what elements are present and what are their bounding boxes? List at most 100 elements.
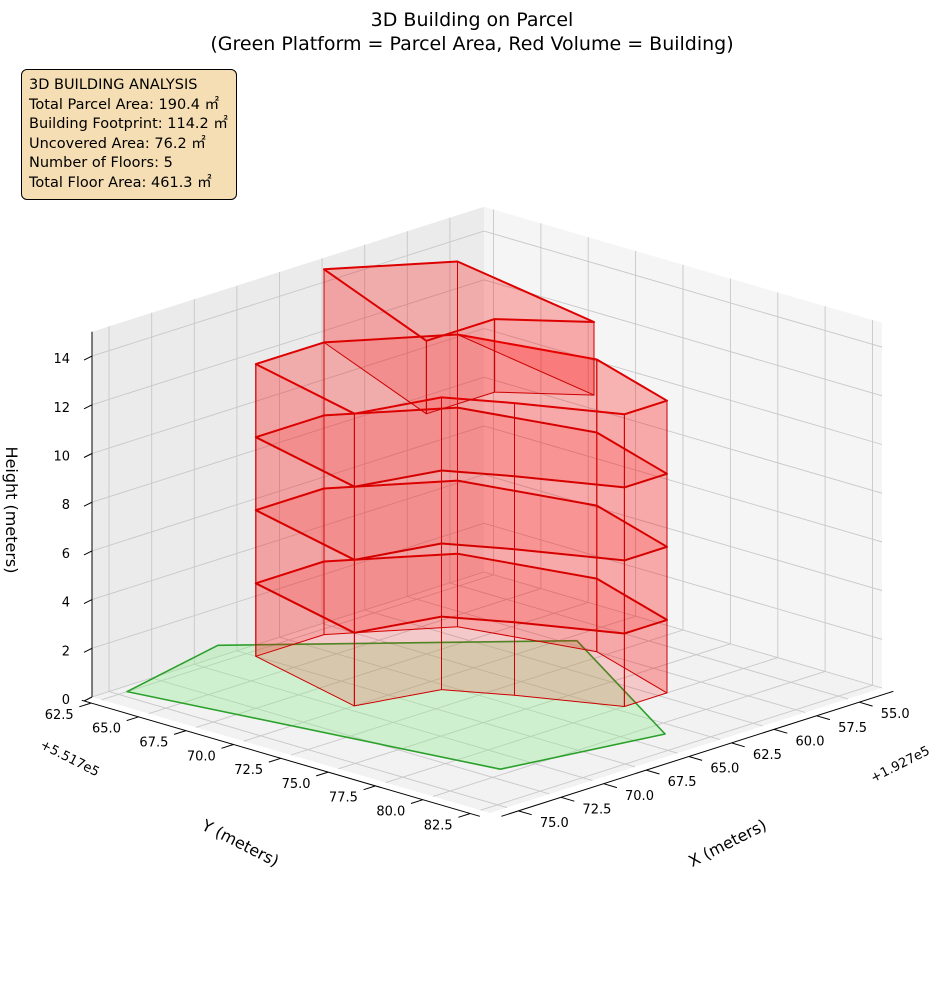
grid-line-y <box>108 691 508 809</box>
axis-lines <box>79 331 894 818</box>
y-tick-label: 70.0 <box>625 789 654 804</box>
y-tick-mark <box>773 728 788 734</box>
x-axis-label: X (meters) <box>685 815 769 871</box>
grid-line-z <box>91 279 485 406</box>
y-tick-mark <box>603 783 618 789</box>
y-tick-label: 62.5 <box>753 748 782 763</box>
z-tick-mark <box>83 647 93 653</box>
grid-line-x <box>432 670 826 797</box>
z-tick-mark <box>83 599 93 605</box>
grid-line-x <box>385 657 778 784</box>
x-tick-mark <box>316 771 329 777</box>
y-tick-mark <box>518 810 532 816</box>
grid-line-x <box>243 615 636 742</box>
x-tick-label: 67.5 <box>139 736 168 751</box>
grid-line-z <box>91 425 485 552</box>
y-tick-mark <box>560 796 575 802</box>
annotation-line-floors: Number of Floors: 5 <box>29 155 173 172</box>
x-tick-label: 75.0 <box>282 777 311 792</box>
z-tick-label: 12 <box>53 401 70 416</box>
z-tick-mark <box>83 355 93 361</box>
z-tick-label: 6 <box>62 547 70 562</box>
z-tick-mark <box>83 696 93 702</box>
grid-line-z <box>483 279 883 397</box>
z-axis-label: Height (meters) <box>2 447 21 574</box>
x-tick-label: 82.5 <box>424 818 453 833</box>
x-tick-label: 70.0 <box>187 749 216 764</box>
grid-line-y <box>449 582 849 700</box>
grid-line-y <box>364 609 763 727</box>
grid-line-x <box>480 684 873 811</box>
grid-line-z <box>483 328 883 445</box>
z-tick-label: 4 <box>62 596 70 611</box>
y-tick-label: 67.5 <box>668 775 697 790</box>
grid-line-y <box>236 650 636 768</box>
grid-line-x <box>101 574 494 701</box>
parcel-platform <box>126 639 666 771</box>
y-tick-mark <box>646 769 660 775</box>
grid-line-y <box>407 596 806 713</box>
annotation-line-uncovered: Uncovered Area: 76.2 ㎡ <box>29 135 206 152</box>
y-offset-text: +5.517e5 <box>37 738 101 781</box>
grid-line-y <box>194 663 593 781</box>
z-tick-label: 0 <box>62 693 70 708</box>
x-tick-mark <box>410 799 424 804</box>
grid-line-z <box>483 376 883 494</box>
z-tick-mark <box>83 550 93 556</box>
annotation-line-floor-area: Total Floor Area: 461.3 ㎡ <box>29 174 212 191</box>
grid-line-z <box>91 230 485 357</box>
grid-line-x <box>290 629 684 756</box>
y-tick-label: 55.0 <box>881 707 910 722</box>
z-tick-label: 8 <box>62 498 70 513</box>
annotation-heading: 3D BUILDING ANALYSIS <box>29 77 198 93</box>
grid-line-z <box>483 474 883 592</box>
x-tick-label: 80.0 <box>376 805 405 820</box>
building-floor-slab <box>323 260 595 342</box>
y-tick-label: 57.5 <box>838 721 867 736</box>
z-tick-label: 10 <box>53 450 70 465</box>
y-tick-mark <box>816 715 831 721</box>
z-tick-mark <box>83 501 93 507</box>
chart-title: 3D Building on Parcel <box>371 9 574 31</box>
z-tick-mark <box>83 453 93 458</box>
y-axis-line <box>501 690 894 817</box>
chart-subtitle: (Green Platform = Parcel Area, Red Volum… <box>210 33 733 55</box>
analysis-annotation-box: 3D BUILDING ANALYSIS Total Parcel Area: … <box>21 69 237 200</box>
grid-line-z <box>91 522 485 649</box>
left-back-pane <box>92 206 484 698</box>
grid-line-z <box>91 328 485 454</box>
y-axis-label: Y (meters) <box>198 815 282 870</box>
grid-line-z <box>483 571 883 689</box>
x-tick-mark <box>79 702 92 708</box>
x-tick-mark <box>173 730 187 735</box>
x-tick-mark <box>221 744 234 749</box>
x-tick-mark <box>458 813 471 818</box>
grid-line-x <box>338 643 731 770</box>
x-tick-mark <box>126 716 139 722</box>
x-tick-label: 65.0 <box>92 722 121 737</box>
annotation-line-parcel-area: Total Parcel Area: 190.4 ㎡ <box>29 96 220 113</box>
z-tick-mark <box>83 404 93 410</box>
grid-line-z <box>91 474 485 601</box>
y-tick-label: 65.0 <box>710 762 739 777</box>
grid-line-z <box>483 425 883 543</box>
x-tick-mark <box>268 757 281 763</box>
grid-line-z <box>483 230 883 348</box>
y-tick-label: 75.0 <box>540 816 569 831</box>
grid-line-z <box>91 376 485 503</box>
y-tick-label: 72.5 <box>582 802 611 817</box>
tick-labels: 62.5 65.0 67.5 70.0 72.5 75.0 77.5 80.0 82.5 55.0… <box>45 352 910 833</box>
grid-line-x <box>148 588 542 715</box>
grid-line-y <box>151 677 550 795</box>
y-tick-mark <box>731 742 745 748</box>
annotation-line-footprint: Building Footprint: 114.2 ㎡ <box>29 116 228 133</box>
z-tick-label: 14 <box>53 352 70 367</box>
z-tick-label: 2 <box>62 644 70 659</box>
chart-marks <box>126 260 668 771</box>
x-offset-text: +1.927e5 <box>868 744 932 787</box>
grid-line-y <box>279 636 678 754</box>
x-tick-mark <box>363 785 376 791</box>
x-tick-label: 72.5 <box>234 763 263 778</box>
grid-line-z <box>483 522 883 640</box>
